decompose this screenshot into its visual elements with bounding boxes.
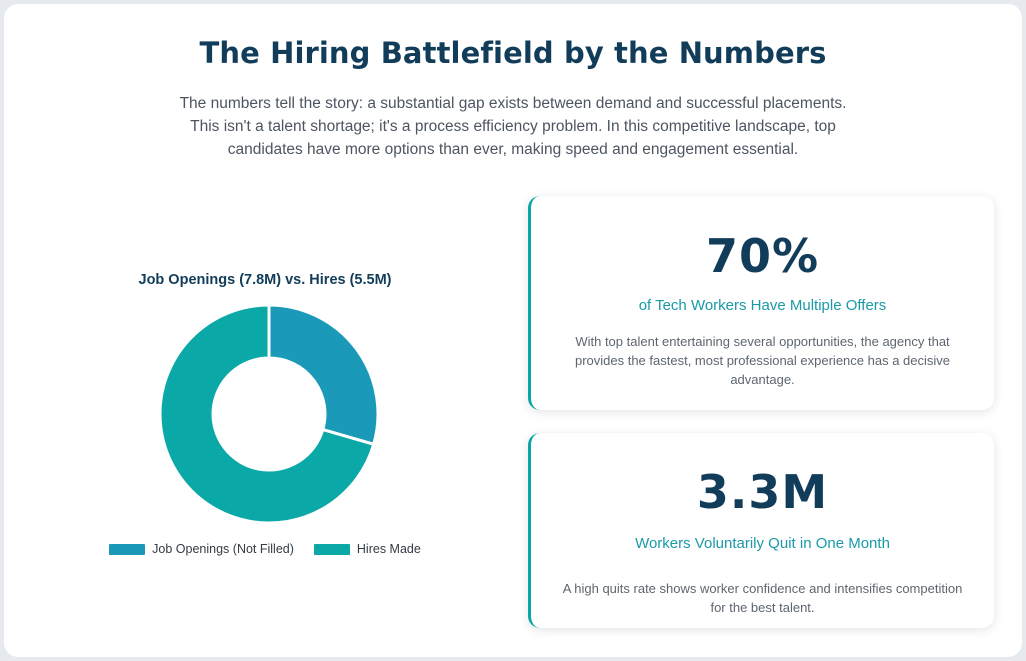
stat-label: of Tech Workers Have Multiple Offers bbox=[638, 297, 887, 314]
chart-legend: Job Openings (Not Filled) Hires Made bbox=[44, 542, 486, 556]
stat-value: 3.3M bbox=[696, 465, 829, 519]
stat-label: Workers Voluntarily Quit in One Month bbox=[635, 535, 890, 552]
legend-swatch-hires bbox=[313, 543, 350, 555]
donut-slice-openings[interactable] bbox=[267, 303, 380, 447]
chart-title: Job Openings (7.8M) vs. Hires (5.5M) bbox=[138, 272, 392, 288]
legend-label-openings: Job Openings (Not Filled) bbox=[152, 542, 294, 556]
legend-swatch-openings bbox=[109, 543, 146, 555]
legend-label-hires: Hires Made bbox=[356, 542, 421, 556]
stat-description: A high quits rate shows worker confidenc… bbox=[562, 581, 963, 615]
stat-value: 70% bbox=[705, 229, 820, 283]
stat-description: With top talent entertaining several opp… bbox=[574, 334, 951, 387]
intro-text: The numbers tell the story: a substantia… bbox=[179, 95, 847, 158]
donut-slice-hires[interactable] bbox=[158, 303, 376, 525]
legend-item-hires[interactable]: Hires Made bbox=[313, 542, 421, 556]
stat-card-multiple-offers: 70% of Tech Workers Have Multiple Offers… bbox=[528, 196, 994, 410]
legend-item-openings[interactable]: Job Openings (Not Filled) bbox=[109, 542, 294, 556]
donut-chart bbox=[158, 303, 380, 525]
page-card: The Hiring Battlefield by the Numbers Th… bbox=[4, 4, 1022, 657]
stat-card-quits: 3.3M Workers Voluntarily Quit in One Mon… bbox=[528, 433, 994, 628]
page-title: The Hiring Battlefield by the Numbers bbox=[199, 36, 827, 70]
